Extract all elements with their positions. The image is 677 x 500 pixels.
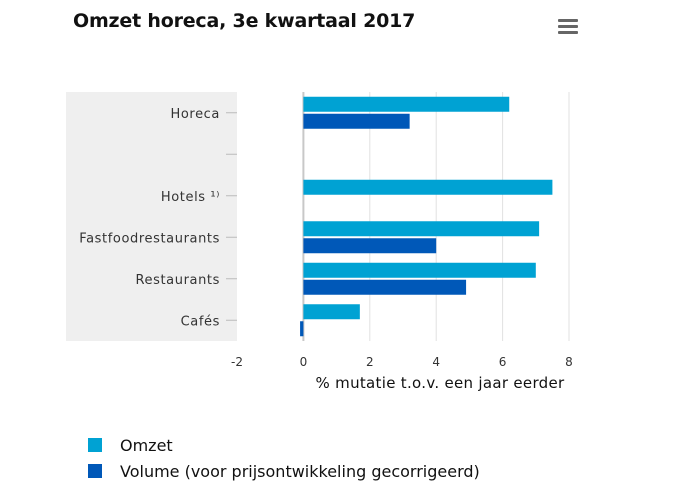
bar-omzet-3: [303, 221, 540, 237]
category-label-4: Restaurants: [135, 273, 220, 288]
chart-title: Omzet horeca, 3e kwartaal 2017: [73, 10, 416, 32]
bar-volume-4: [303, 279, 467, 295]
legend-label-volume: Volume (voor prijsontwikkeling gecorrige…: [120, 462, 480, 481]
legend-swatch-volume: [88, 464, 102, 478]
x-axis-label: % mutatie t.o.v. een jaar eerder: [316, 374, 565, 392]
x-tick-label-3: 4: [432, 355, 440, 369]
bar-volume-5: [300, 321, 304, 337]
bar-volume-3: [303, 238, 437, 254]
category-label-5: Cafés: [181, 314, 220, 329]
legend-swatch-omzet: [88, 438, 102, 452]
bar-omzet-5: [303, 304, 360, 320]
bar-omzet-2: [303, 179, 553, 195]
bar-omzet-4: [303, 262, 536, 278]
x-tick-label-2: 2: [366, 355, 374, 369]
bar-omzet-0: [303, 96, 510, 112]
x-tick-label-4: 6: [499, 355, 507, 369]
legend-label-omzet: Omzet: [120, 436, 173, 455]
category-label-2: Hotels ¹⁾: [161, 190, 220, 205]
x-tick-label-0: -2: [231, 355, 243, 369]
x-tick-label-1: 0: [300, 355, 308, 369]
legend-item-volume[interactable]: Volume (voor prijsontwikkeling gecorrige…: [88, 462, 480, 481]
category-label-0: Horeca: [171, 107, 221, 122]
category-axis-background: [66, 92, 237, 341]
x-tick-label-5: 8: [565, 355, 573, 369]
category-label-3: Fastfoodrestaurants: [79, 231, 220, 246]
legend-item-omzet[interactable]: Omzet: [88, 436, 173, 455]
bar-chart: Horeca Hotels ¹⁾ Fastfoodrestaurants Restau…: [66, 92, 573, 392]
hamburger-menu-icon[interactable]: [555, 16, 581, 40]
bar-volume-0: [303, 113, 410, 129]
